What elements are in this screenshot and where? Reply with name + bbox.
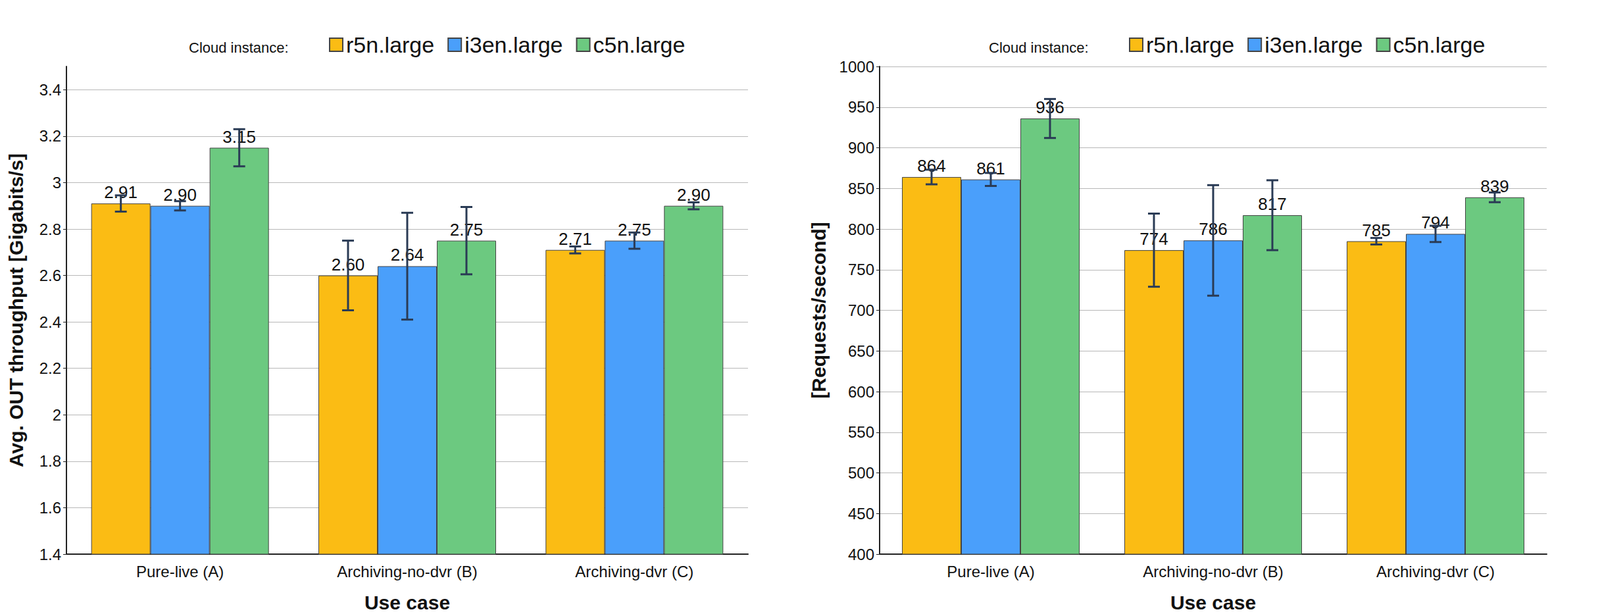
svg-text:Cloud instance:: Cloud instance: — [988, 39, 1089, 56]
svg-text:774: 774 — [1139, 229, 1169, 249]
svg-text:2.75: 2.75 — [449, 219, 484, 240]
svg-text:786: 786 — [1198, 219, 1228, 240]
svg-text:1.6: 1.6 — [39, 498, 62, 517]
svg-text:1.8: 1.8 — [39, 451, 62, 470]
svg-text:Archiving-dvr (C): Archiving-dvr (C) — [575, 562, 694, 581]
svg-text:[Requests/second]: [Requests/second] — [807, 221, 830, 399]
svg-text:Archiving-dvr (C): Archiving-dvr (C) — [1376, 562, 1495, 581]
svg-text:2: 2 — [52, 405, 62, 424]
svg-text:3.4: 3.4 — [39, 80, 62, 99]
svg-text:2.60: 2.60 — [331, 254, 365, 275]
svg-text:2.64: 2.64 — [390, 245, 424, 265]
svg-text:450: 450 — [848, 504, 875, 523]
svg-text:800: 800 — [848, 220, 875, 239]
svg-text:794: 794 — [1421, 212, 1450, 233]
svg-text:c5n.large: c5n.large — [593, 32, 686, 58]
svg-text:1.4: 1.4 — [39, 545, 62, 564]
svg-text:839: 839 — [1480, 176, 1509, 197]
svg-text:2.90: 2.90 — [676, 184, 711, 205]
svg-text:785: 785 — [1361, 220, 1391, 241]
svg-text:650: 650 — [848, 342, 875, 360]
svg-text:c5n.large: c5n.large — [1393, 32, 1486, 58]
svg-text:550: 550 — [848, 423, 875, 441]
svg-text:864: 864 — [917, 155, 946, 176]
svg-text:700: 700 — [848, 301, 875, 320]
svg-text:817: 817 — [1258, 194, 1287, 214]
svg-text:3.2: 3.2 — [39, 126, 62, 145]
svg-text:900: 900 — [848, 138, 875, 157]
svg-text:2.71: 2.71 — [558, 228, 593, 249]
svg-text:Use case: Use case — [1170, 591, 1256, 614]
svg-text:950: 950 — [848, 98, 875, 116]
svg-text:2.75: 2.75 — [617, 219, 652, 240]
svg-text:861: 861 — [976, 158, 1006, 179]
svg-text:i3en.large: i3en.large — [1264, 32, 1363, 58]
svg-text:Archiving-no-dvr (B): Archiving-no-dvr (B) — [336, 562, 477, 581]
svg-text:3.15: 3.15 — [222, 126, 256, 147]
svg-text:2.6: 2.6 — [39, 266, 62, 285]
svg-text:Avg. OUT throughput [Gigabits/: Avg. OUT throughput [Gigabits/s] — [5, 153, 27, 468]
svg-text:2.8: 2.8 — [39, 220, 62, 239]
svg-text:2.90: 2.90 — [163, 184, 197, 205]
svg-text:2.4: 2.4 — [39, 313, 62, 331]
svg-text:2.91: 2.91 — [104, 182, 138, 203]
svg-text:r5n.large: r5n.large — [346, 32, 435, 58]
svg-text:Pure-live (A): Pure-live (A) — [946, 562, 1035, 581]
svg-text:Cloud instance:: Cloud instance: — [188, 39, 289, 56]
svg-text:600: 600 — [848, 382, 875, 401]
svg-text:500: 500 — [848, 463, 875, 482]
svg-text:3: 3 — [52, 173, 62, 192]
svg-text:1000: 1000 — [839, 57, 875, 76]
svg-text:750: 750 — [848, 260, 875, 279]
svg-text:936: 936 — [1035, 97, 1065, 118]
svg-text:Pure-live (A): Pure-live (A) — [136, 562, 224, 581]
svg-text:Use case: Use case — [364, 591, 450, 614]
svg-text:r5n.large: r5n.large — [1146, 32, 1235, 58]
svg-text:i3en.large: i3en.large — [464, 32, 563, 58]
svg-text:850: 850 — [848, 179, 875, 198]
svg-text:2.2: 2.2 — [39, 359, 62, 377]
svg-text:400: 400 — [848, 545, 875, 564]
svg-text:Archiving-no-dvr (B): Archiving-no-dvr (B) — [1142, 562, 1283, 581]
